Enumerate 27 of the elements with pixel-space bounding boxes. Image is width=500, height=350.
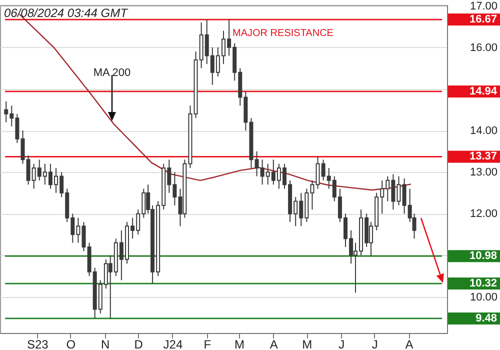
x-tick-label: J — [338, 338, 345, 350]
x-tick-label: J24 — [163, 338, 183, 350]
ref-line-label: 10.98 — [469, 250, 497, 262]
ref-line-label: 13.37 — [469, 150, 497, 163]
x-tick-label: D — [134, 338, 144, 350]
y-tick-label: 12.00 — [470, 208, 498, 220]
ref-line-label: 10.32 — [469, 278, 497, 290]
ref-line-label: 9.48 — [476, 312, 497, 324]
x-tick-label: A — [405, 338, 414, 350]
x-tick-label: O — [66, 338, 76, 350]
y-tick-label: 17.00 — [470, 0, 498, 12]
y-tick-label: 10.00 — [470, 291, 498, 304]
x-tick-label: M — [302, 338, 312, 350]
x-tick-label: S23 — [26, 338, 49, 350]
annotation: MAJOR RESISTANCE — [232, 28, 334, 39]
annotation: MA 200 — [93, 67, 131, 79]
y-tick-label: 14.00 — [470, 125, 498, 138]
x-tick-label: J — [372, 338, 378, 350]
x-tick-label: N — [100, 338, 110, 350]
x-tick-label: F — [204, 338, 212, 350]
x-tick-label: A — [270, 338, 278, 350]
annotation: 06/08/2024 03:44 GMT — [4, 6, 130, 20]
ref-line-label: 16.67 — [469, 14, 497, 26]
ref-line-label: 14.94 — [469, 85, 498, 98]
x-tick-label: M — [234, 338, 245, 350]
y-tick-label: 16.00 — [470, 42, 498, 54]
y-tick-label: 13.00 — [470, 166, 498, 179]
